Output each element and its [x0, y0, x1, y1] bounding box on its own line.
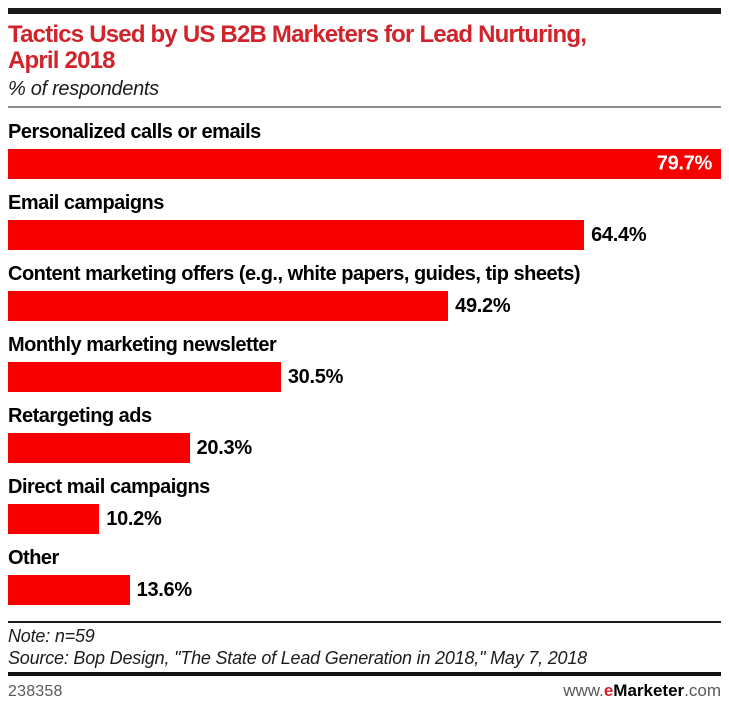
value-label: 20.3%: [196, 436, 253, 459]
logo-com-suffix: .com: [684, 681, 721, 700]
category-label: Other: [8, 547, 59, 569]
chart-id: 238358: [8, 683, 63, 700]
category-label: Content marketing offers (e.g., white pa…: [8, 263, 581, 285]
chart-row: Monthly marketing newsletter 30.5%: [8, 334, 721, 392]
category-label: Monthly marketing newsletter: [8, 334, 277, 356]
logo-marketer: Marketer: [613, 681, 685, 700]
chart-row: Other 13.6%: [8, 547, 721, 605]
chart-row: Personalized calls or emails 79.7%: [8, 121, 721, 179]
value-label: 79.7%: [656, 152, 713, 175]
chart-subtitle: % of respondents: [8, 78, 159, 100]
bar-track: 79.7%: [8, 149, 721, 179]
value-label: 10.2%: [106, 507, 162, 530]
note-rule: [8, 621, 721, 623]
chart-rows: Personalized calls or emails 79.7% Email c…: [8, 121, 721, 605]
value-label: 30.5%: [287, 365, 344, 388]
chart-row: Email campaigns 64.4%: [8, 192, 721, 250]
bar-track: 64.4%: [8, 220, 721, 250]
bar-track: 13.6%: [8, 575, 721, 605]
category-label: Direct mail campaigns: [8, 476, 210, 498]
chart-title-line1: Tactics Used by US B2B Marketers for Lea…: [8, 21, 587, 48]
note-text: Note: n=59: [8, 626, 95, 646]
bar-track: 20.3%: [8, 433, 721, 463]
bar: [8, 504, 100, 534]
chart-row: Direct mail campaigns 10.2%: [8, 476, 721, 534]
subtitle-rule: [8, 106, 721, 108]
bar-track: 10.2%: [8, 504, 721, 534]
chart-row: Retargeting ads 20.3%: [8, 405, 721, 463]
category-label: Retargeting ads: [8, 405, 152, 427]
category-label: Email campaigns: [8, 192, 164, 214]
logo-e: e: [603, 681, 614, 700]
chart-title-line2: April 2018: [8, 47, 116, 74]
value-label: 13.6%: [136, 578, 193, 601]
category-label: Personalized calls or emails: [8, 121, 261, 143]
bar-track: 30.5%: [8, 362, 721, 392]
bar: [8, 291, 449, 321]
bar-track: 49.2%: [8, 291, 721, 321]
chart-row: Content marketing offers (e.g., white pa…: [8, 263, 721, 321]
bar: [8, 575, 130, 605]
bar: [8, 220, 585, 250]
bar: 79.7%: [8, 149, 721, 179]
top-rule: [8, 8, 721, 14]
bottom-rule: [8, 672, 721, 676]
emarketer-logo: www.eMarketer.com: [563, 681, 721, 701]
value-label: 64.4%: [591, 223, 647, 246]
logo-www-prefix: www.: [563, 681, 604, 700]
chart-title: Tactics Used by US B2B Marketers for Lea…: [8, 22, 721, 74]
source-text: Source: Bop Design, "The State of Lead G…: [8, 648, 587, 668]
bar: [8, 362, 281, 392]
bar: [8, 433, 190, 463]
footer-bar: 238358 www.eMarketer.com: [8, 681, 721, 701]
value-label: 49.2%: [455, 294, 511, 317]
